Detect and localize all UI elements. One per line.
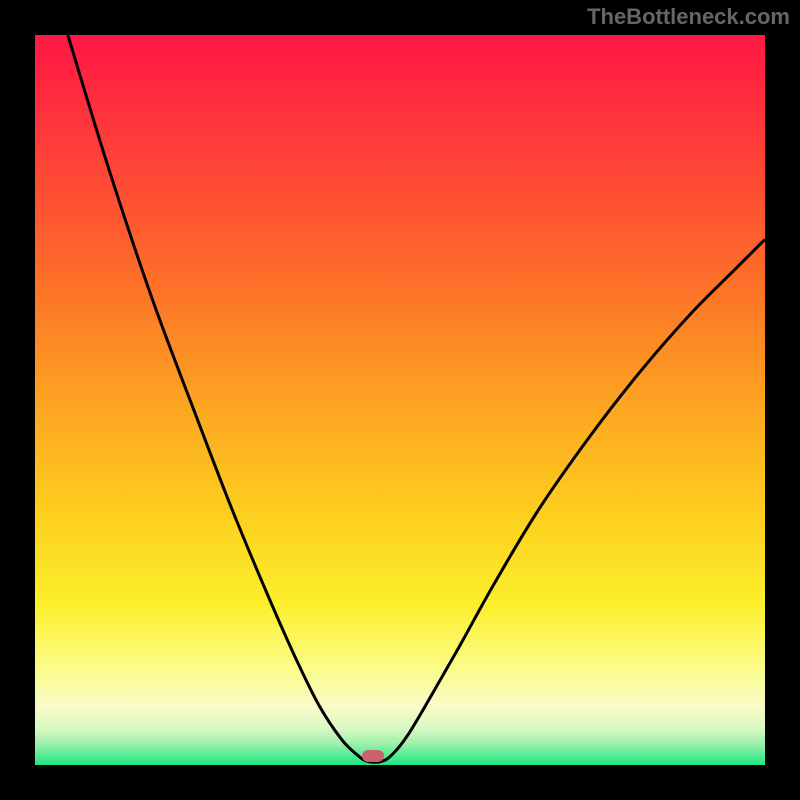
chart-frame: TheBottleneck.com	[0, 0, 800, 800]
watermark-text: TheBottleneck.com	[587, 4, 790, 30]
bottleneck-curve	[35, 35, 765, 765]
plot-area	[35, 35, 765, 765]
minimum-marker	[362, 750, 384, 762]
